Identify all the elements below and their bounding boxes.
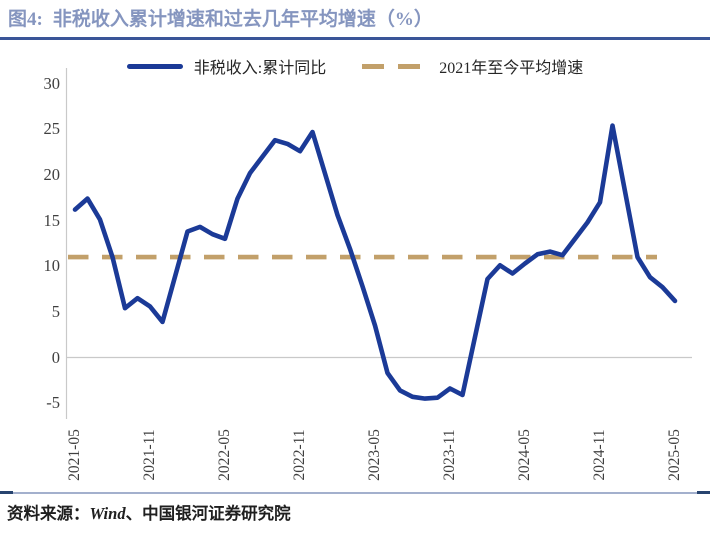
y-tick-label: 10	[43, 256, 61, 276]
chart-legend: 非税收入:累计同比 2021年至今平均增速	[0, 54, 710, 78]
legend-label-average: 2021年至今平均增速	[439, 60, 584, 77]
x-tick-label: 2023-11	[441, 429, 458, 481]
x-tick-label: 2021-05	[66, 429, 83, 481]
x-tick-label: 2024-05	[516, 429, 533, 481]
x-tick-label: 2022-05	[216, 429, 233, 481]
legend-item-series: 非税收入:累计同比	[126, 54, 327, 78]
main-series-line	[72, 123, 678, 401]
footer-divider-right-cap	[697, 490, 710, 494]
source-suffix: 、中国银河证券研究院	[125, 504, 291, 523]
y-tick-label: -5	[46, 393, 60, 413]
title-divider	[0, 37, 710, 40]
footer-divider	[0, 492, 710, 494]
legend-item-average: 2021年至今平均增速	[362, 54, 583, 78]
y-tick-label: 25	[43, 119, 61, 139]
y-tick-label: 15	[43, 210, 61, 230]
y-tick-label: 5	[51, 301, 60, 321]
x-tick-label: 2022-11	[291, 429, 308, 481]
footer-divider-left-cap	[0, 490, 13, 494]
source-note: 资料来源：Wind、中国银河证券研究院	[7, 500, 291, 524]
source-vendor: Wind	[89, 504, 126, 523]
legend-label-series: 非税收入:累计同比	[193, 60, 327, 77]
dashed-line-swatch	[362, 63, 429, 69]
y-tick-label: 0	[51, 347, 60, 367]
y-tick-label: 30	[43, 73, 61, 93]
x-tick-label: 2021-11	[141, 429, 158, 481]
figure-title-text: 非税收入累计增速和过去几年平均增速（%）	[52, 9, 433, 30]
x-tick-label: 2023-05	[366, 429, 383, 481]
x-tick-label: 2025-05	[666, 429, 683, 481]
y-tick-label: 20	[43, 164, 61, 184]
x-tick-label: 2024-11	[591, 429, 608, 481]
solid-line-swatch	[126, 63, 183, 69]
source-prefix: 资料来源：	[7, 504, 90, 523]
figure-number: 图4:	[8, 9, 43, 30]
page-title: 图4: 非税收入累计增速和过去几年平均增速（%）	[8, 4, 433, 31]
